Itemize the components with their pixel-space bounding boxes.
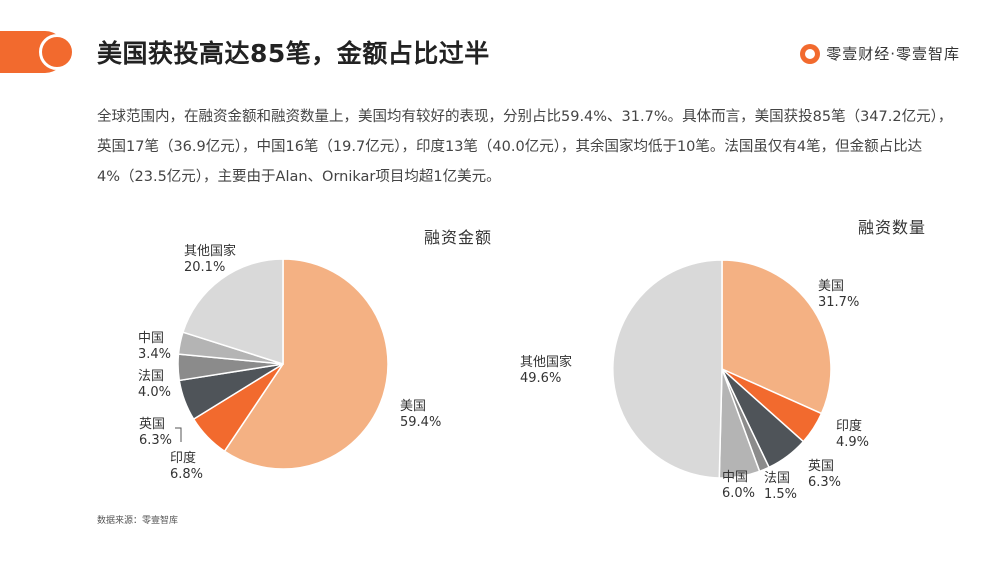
slice-label-1-1: 印度 — [836, 418, 862, 434]
chart-title-count: 融资数量 — [858, 218, 927, 237]
slice-label-0-0: 美国 — [400, 399, 426, 414]
slice-value-1-3: 1.5% — [764, 487, 797, 502]
slice-value-1-5: 49.6% — [520, 371, 561, 386]
slice-label-1-0: 美国 — [818, 279, 844, 294]
data-source: 数据来源：零壹智库 — [97, 516, 179, 526]
slice-label-1-5: 其他国家 — [520, 354, 572, 370]
chart-title-amount: 融资金额 — [424, 228, 493, 247]
slice-value-0-3: 4.0% — [138, 385, 171, 400]
slice-value-0-1: 6.8% — [170, 467, 203, 482]
pie-slice-0-5 — [181, 258, 284, 366]
slice-label-0-3: 法国 — [138, 369, 164, 384]
slice-value-0-5: 20.1% — [184, 260, 225, 275]
slice-value-0-0: 59.4% — [400, 415, 441, 430]
brand-name: 零壹财经·零壹智库 — [826, 45, 960, 63]
description-text: 全球范围内，在融资金额和融资数量上，美国均有较好的表现，分别占比59.4%、31… — [97, 109, 953, 185]
slice-value-1-4: 6.0% — [722, 486, 755, 501]
page-title: 美国获投高达85笔，金额占比过半 — [97, 39, 490, 68]
slice-value-1-2: 6.3% — [808, 475, 841, 490]
slice-label-0-2: 英国 — [139, 417, 165, 432]
slice-value-0-4: 3.4% — [138, 347, 171, 362]
slice-label-0-5: 其他国家 — [184, 243, 236, 259]
slice-label-1-4: 中国 — [722, 470, 748, 485]
pie-slice-1-0 — [721, 259, 832, 415]
slice-label-0-1: 印度 — [170, 450, 196, 466]
slice-label-1-2: 英国 — [808, 459, 834, 474]
slice-label-1-3: 法国 — [764, 471, 790, 486]
slice-value-0-2: 6.3% — [139, 433, 172, 448]
leader-line-0-2 — [175, 427, 182, 442]
slice-label-0-4: 中国 — [138, 331, 164, 346]
title-circle-icon — [39, 34, 75, 70]
brand: 零壹财经·零壹智库 — [800, 43, 960, 64]
pie-slice-1-5 — [612, 259, 723, 479]
slice-value-1-1: 4.9% — [836, 435, 869, 450]
brand-logo-icon — [800, 43, 821, 64]
slice-value-1-0: 31.7% — [818, 295, 859, 310]
pie-slice-0-0 — [223, 258, 389, 470]
